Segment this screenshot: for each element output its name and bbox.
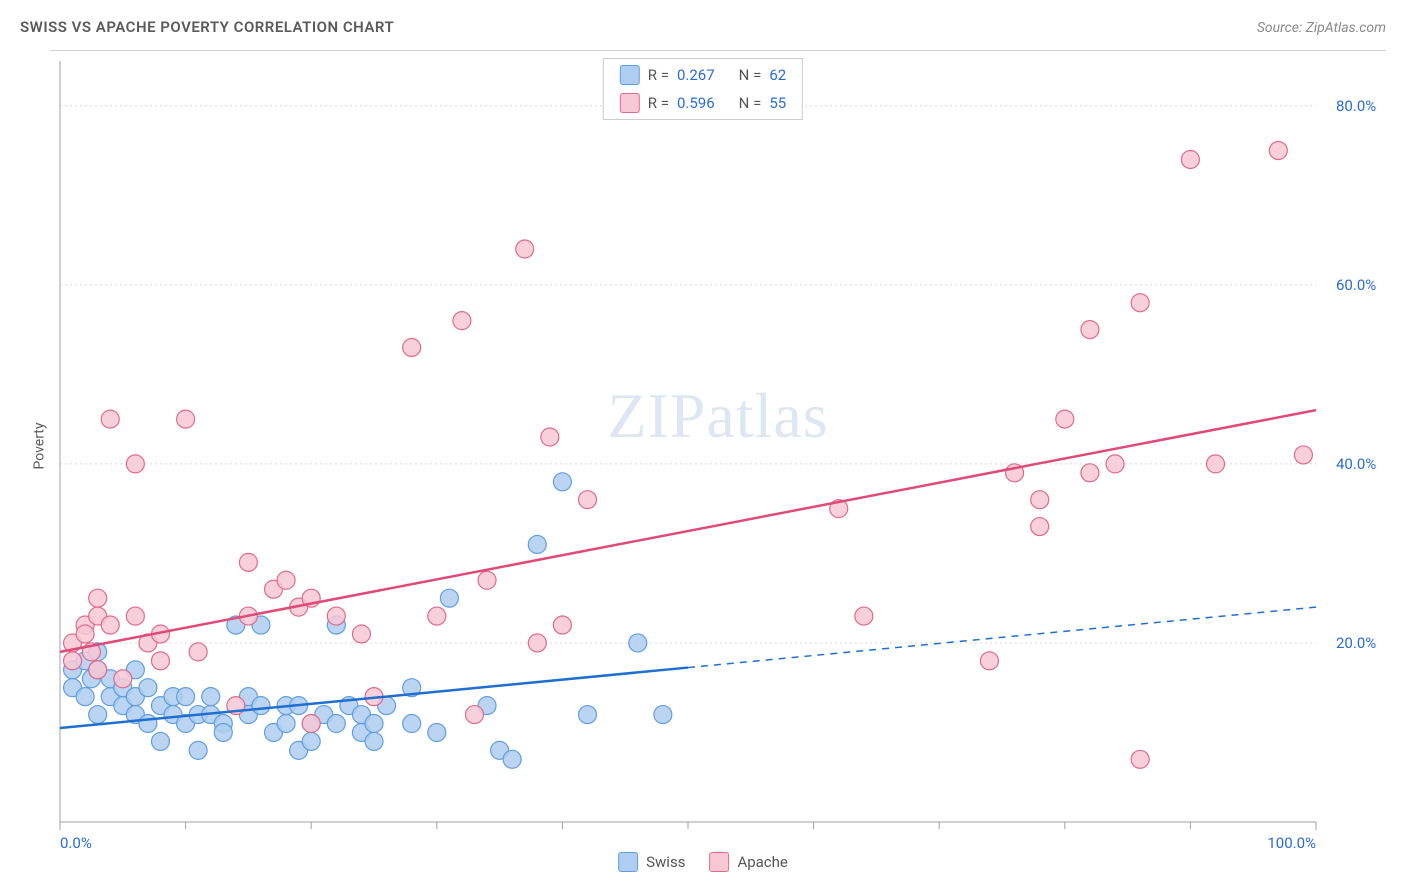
apache-n-value: 55 — [769, 94, 786, 112]
header: SWISS VS APACHE POVERTY CORRELATION CHAR… — [20, 18, 1386, 36]
y-axis-label: Poverty — [32, 422, 48, 469]
svg-text:0.0%: 0.0% — [60, 834, 92, 852]
apache-swatch — [620, 93, 640, 113]
scatter-plot-svg: 20.0% 40.0% 60.0% 80.0% 0.0% 100.0% — [50, 51, 1386, 862]
legend-series: Swiss Apache — [618, 852, 788, 872]
apache-label: Apache — [737, 853, 787, 871]
apache-r-value: 0.596 — [677, 94, 715, 112]
svg-text:100.0%: 100.0% — [1267, 834, 1316, 852]
svg-text:80.0%: 80.0% — [1336, 97, 1376, 115]
source-attribution: Source: ZipAtlas.com — [1257, 20, 1386, 36]
apache-swatch — [709, 852, 729, 872]
swiss-n-value: 62 — [769, 66, 786, 84]
swiss-r-value: 0.267 — [677, 66, 715, 84]
legend-item-swiss: Swiss — [618, 852, 685, 872]
svg-text:60.0%: 60.0% — [1336, 276, 1376, 294]
n-label: N = — [739, 66, 762, 84]
chart-title: SWISS VS APACHE POVERTY CORRELATION CHAR… — [20, 18, 394, 36]
svg-text:40.0%: 40.0% — [1336, 455, 1376, 473]
r-label: R = — [648, 66, 669, 84]
swiss-label: Swiss — [646, 853, 685, 871]
legend-stats-row-apache: R = 0.596 N = 55 — [604, 89, 802, 117]
svg-text:20.0%: 20.0% — [1336, 634, 1376, 652]
plot-area: ZIPatlas 20.0%40.0%60.0%80.0%0.0%100.0% — [50, 50, 1386, 862]
swiss-swatch — [618, 852, 638, 872]
n-label: N = — [739, 94, 762, 112]
legend-item-apache: Apache — [709, 852, 787, 872]
legend-stats: R = 0.267 N = 62 R = 0.596 N = 55 — [603, 58, 803, 120]
swiss-swatch — [620, 65, 640, 85]
r-label: R = — [648, 94, 669, 112]
legend-stats-row-swiss: R = 0.267 N = 62 — [604, 61, 802, 89]
